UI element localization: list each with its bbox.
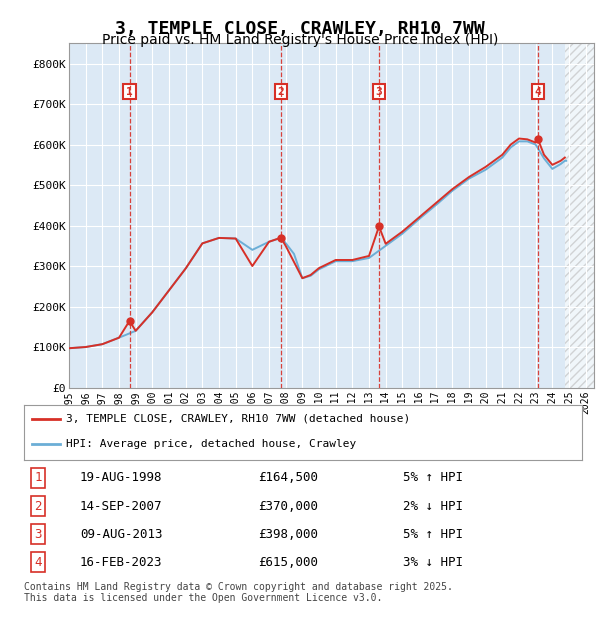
Text: £615,000: £615,000: [259, 556, 319, 569]
Text: Price paid vs. HM Land Registry's House Price Index (HPI): Price paid vs. HM Land Registry's House …: [102, 33, 498, 48]
Text: 09-AUG-2013: 09-AUG-2013: [80, 528, 162, 541]
Text: 3% ↓ HPI: 3% ↓ HPI: [403, 556, 463, 569]
Text: 2% ↓ HPI: 2% ↓ HPI: [403, 500, 463, 513]
Text: 14-SEP-2007: 14-SEP-2007: [80, 500, 162, 513]
Text: 3, TEMPLE CLOSE, CRAWLEY, RH10 7WW: 3, TEMPLE CLOSE, CRAWLEY, RH10 7WW: [115, 20, 485, 38]
Text: HPI: Average price, detached house, Crawley: HPI: Average price, detached house, Craw…: [66, 439, 356, 449]
Text: 1: 1: [126, 87, 133, 97]
Text: 19-AUG-1998: 19-AUG-1998: [80, 471, 162, 484]
Text: 5% ↑ HPI: 5% ↑ HPI: [403, 528, 463, 541]
Text: 2: 2: [34, 500, 42, 513]
Text: 1: 1: [34, 471, 42, 484]
Text: 3: 3: [376, 87, 382, 97]
Text: 4: 4: [534, 87, 541, 97]
Text: 4: 4: [34, 556, 42, 569]
Text: 3: 3: [34, 528, 42, 541]
Text: 16-FEB-2023: 16-FEB-2023: [80, 556, 162, 569]
Text: 3, TEMPLE CLOSE, CRAWLEY, RH10 7WW (detached house): 3, TEMPLE CLOSE, CRAWLEY, RH10 7WW (deta…: [66, 414, 410, 423]
Text: £164,500: £164,500: [259, 471, 319, 484]
Text: £398,000: £398,000: [259, 528, 319, 541]
Text: Contains HM Land Registry data © Crown copyright and database right 2025.
This d: Contains HM Land Registry data © Crown c…: [24, 582, 453, 603]
Text: £370,000: £370,000: [259, 500, 319, 513]
Text: 2: 2: [277, 87, 284, 97]
Text: 5% ↑ HPI: 5% ↑ HPI: [403, 471, 463, 484]
